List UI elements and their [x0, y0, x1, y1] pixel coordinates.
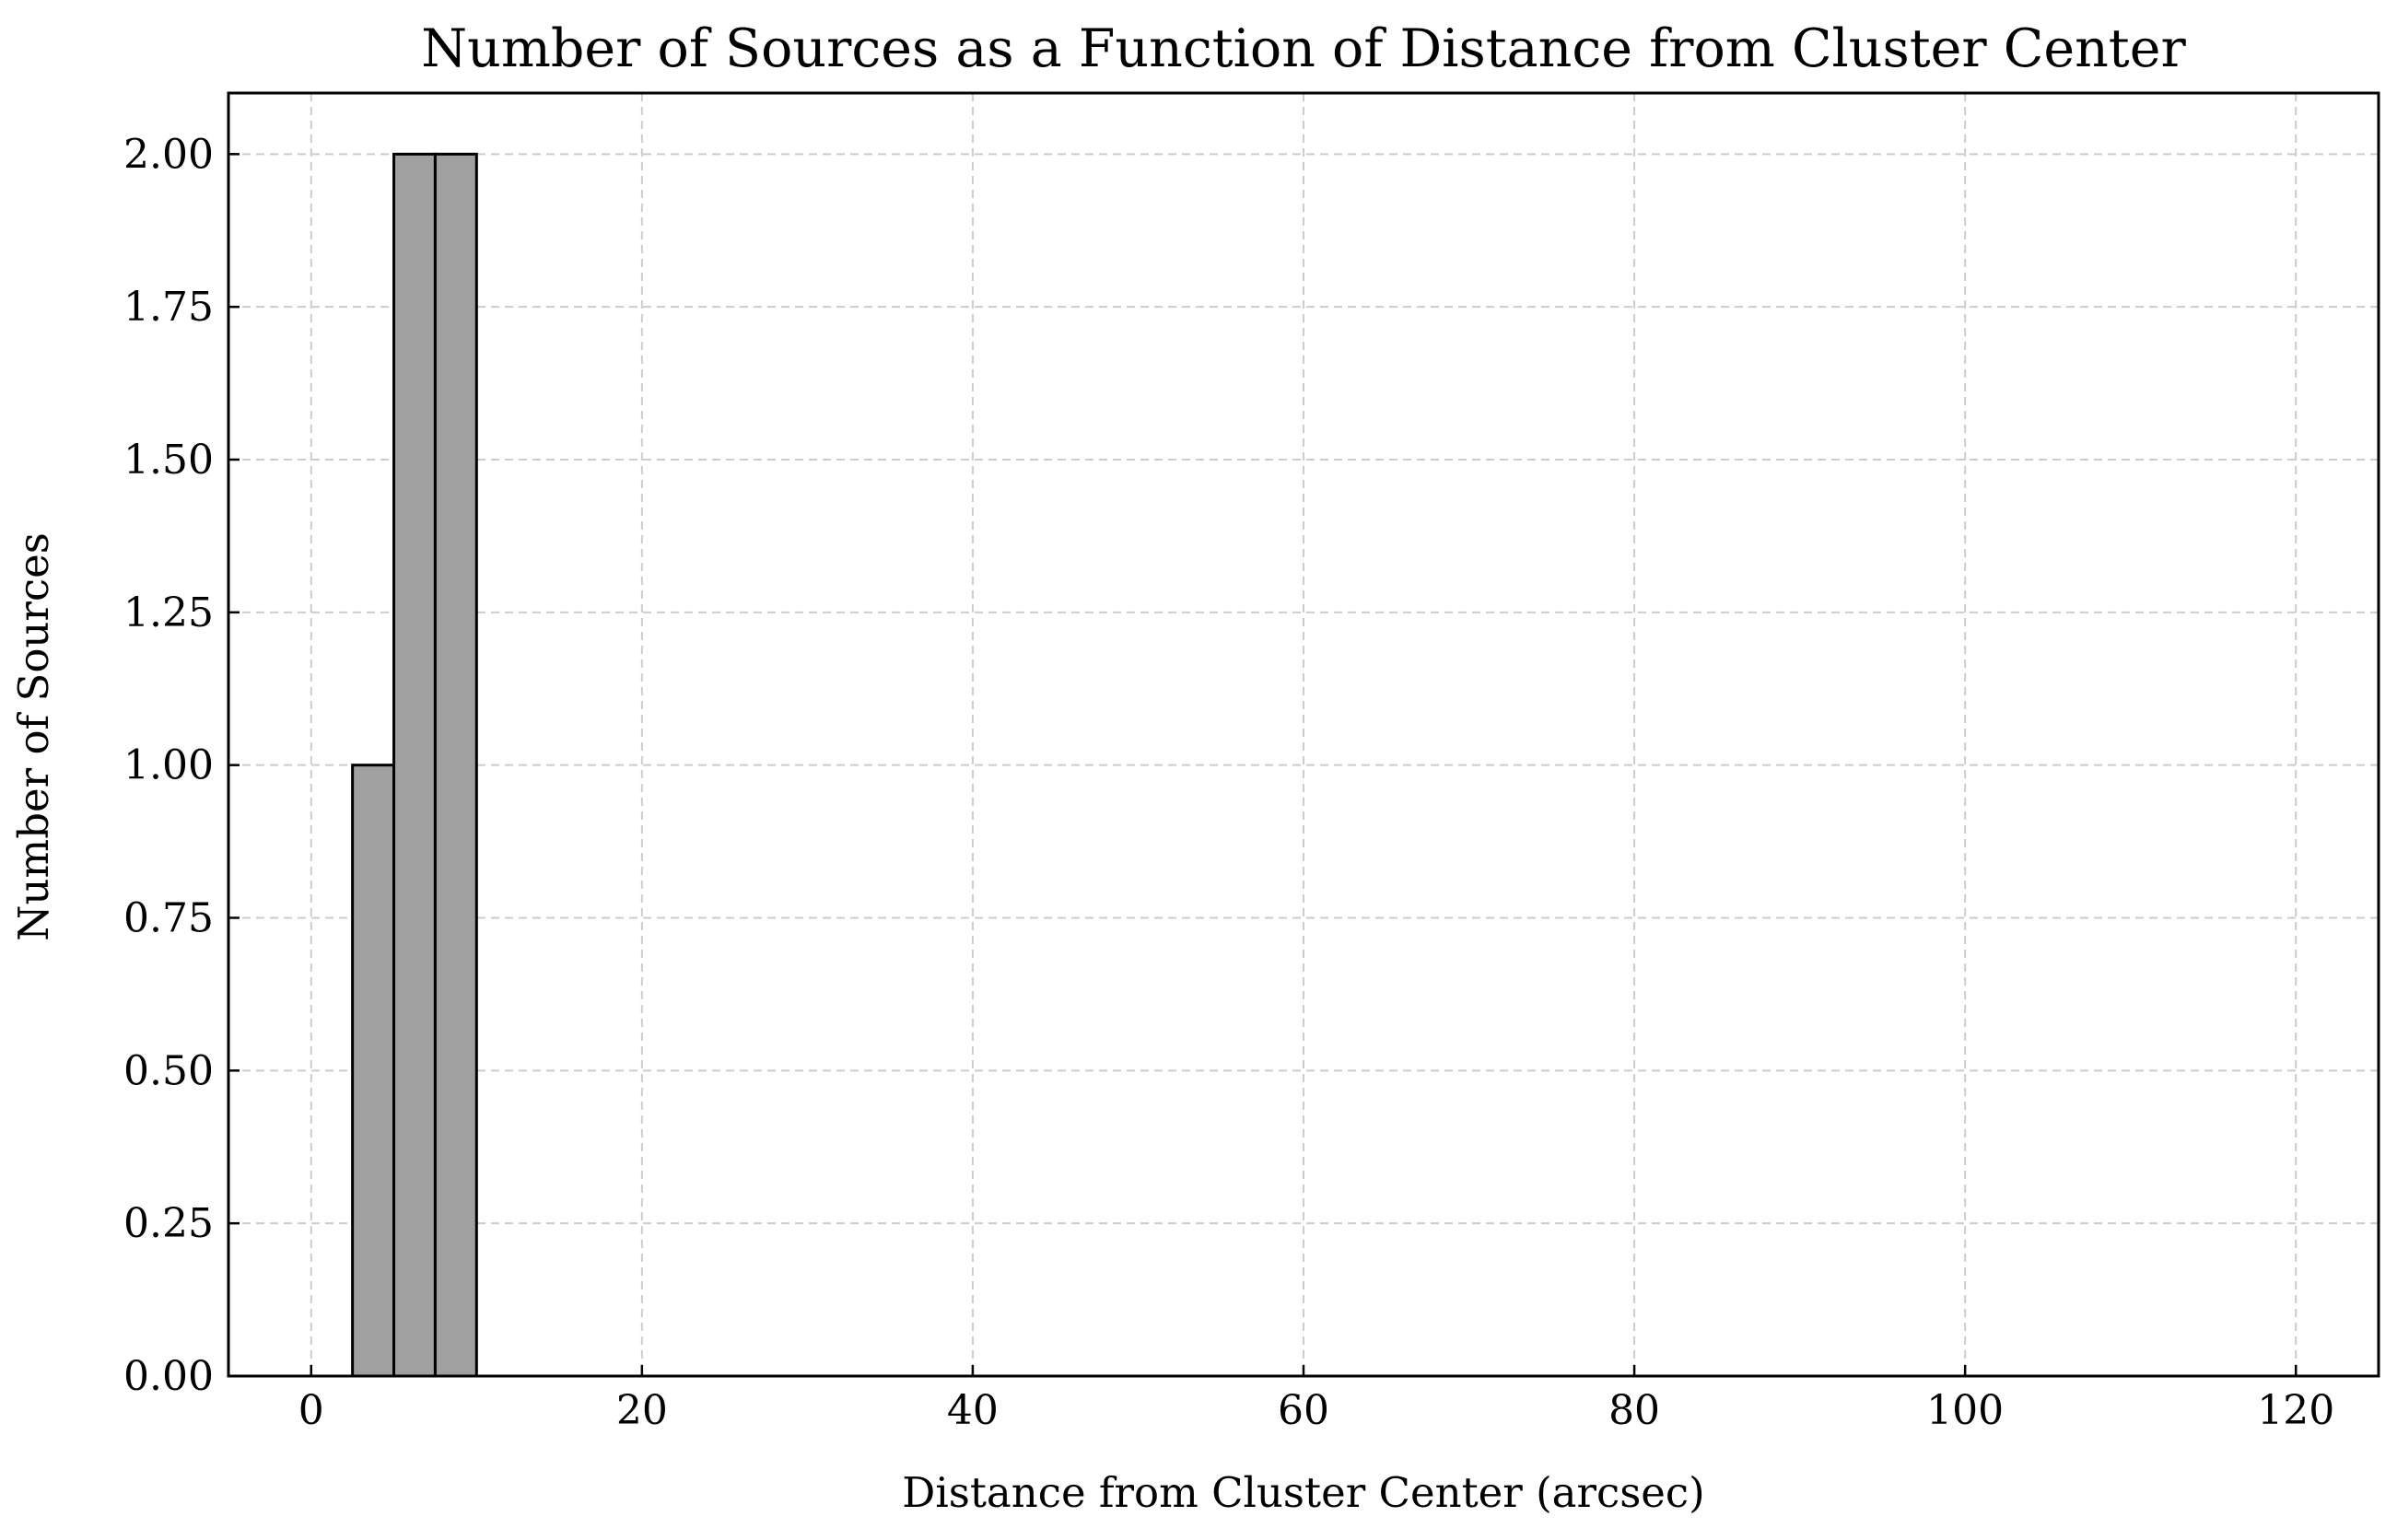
x-tick-label: 120 — [2257, 1387, 2334, 1434]
y-tick-label: 1.75 — [123, 284, 214, 331]
x-tick-label: 100 — [1926, 1387, 2004, 1434]
y-tick-label: 0.25 — [123, 1200, 214, 1247]
x-tick-label: 20 — [616, 1387, 668, 1434]
x-tick-label: 40 — [947, 1387, 999, 1434]
x-tick-label: 0 — [298, 1387, 324, 1434]
y-tick-label: 0.00 — [123, 1353, 214, 1400]
ticks-layer — [228, 153, 2298, 1378]
y-tick-label: 1.00 — [123, 742, 214, 789]
y-tick-label: 0.75 — [123, 895, 214, 942]
y-tick-label: 0.50 — [123, 1047, 214, 1094]
y-axis-label: Number of Sources — [9, 532, 58, 941]
x-axis-label: Distance from Cluster Center (arcsec) — [902, 1468, 1704, 1517]
chart-title: Number of Sources as a Function of Dista… — [421, 18, 2186, 79]
y-tick-label: 1.50 — [123, 437, 214, 484]
histogram-bar — [392, 152, 437, 1378]
histogram-bar — [433, 152, 478, 1378]
tick-labels-layer: 0 20 40 60 80 100 120 0.00 0.25 0.50 0.75 1.00 1.25 1… — [123, 131, 2334, 1434]
y-tick-label: 1.25 — [123, 589, 214, 636]
x-tick-label: 60 — [1278, 1387, 1329, 1434]
x-tick-label: 80 — [1608, 1387, 1660, 1434]
grid-layer — [228, 93, 2379, 1377]
y-tick-label: 2.00 — [123, 131, 214, 178]
histogram-bar — [351, 764, 396, 1378]
